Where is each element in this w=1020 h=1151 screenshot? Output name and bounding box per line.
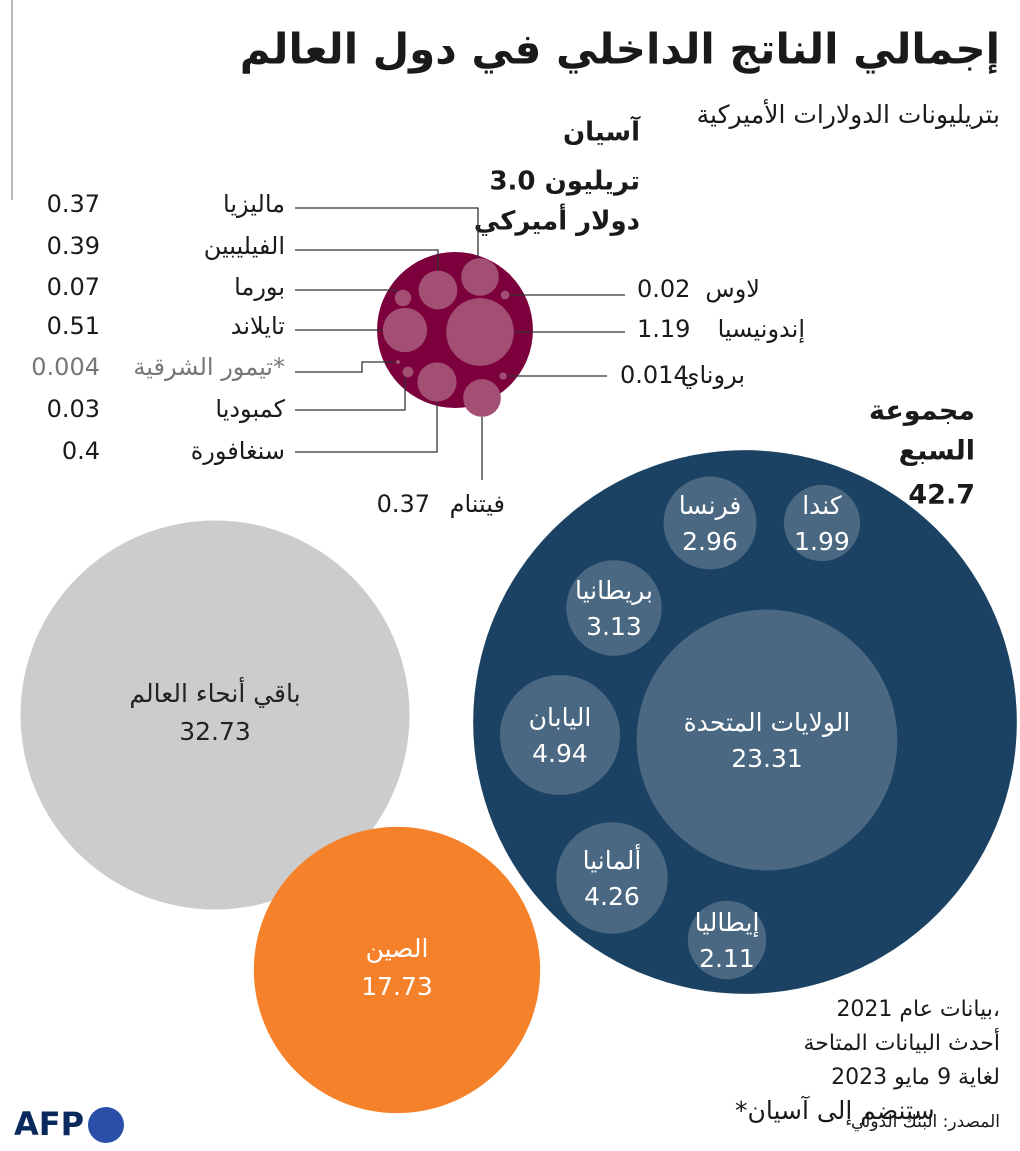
note: بيانات عام 2021، — [836, 997, 1000, 1022]
bubble-value: 0.4 — [62, 437, 100, 465]
bubble-value: 4.94 — [532, 739, 588, 768]
bubble — [783, 484, 861, 562]
bubble — [499, 674, 621, 796]
bubble-label: الولايات المتحدة — [684, 708, 851, 737]
leader-line — [295, 402, 438, 453]
bubble-value: 1.99 — [794, 527, 850, 556]
bubble — [687, 900, 767, 980]
bubble — [663, 476, 757, 570]
group-total: دولار أميركي — [474, 204, 640, 237]
bubble-label: باقي أنحاء العالم — [129, 676, 300, 709]
bubble-label: ألمانيا — [583, 843, 642, 875]
bubble-label: لاوس — [705, 275, 760, 303]
bubble — [382, 307, 428, 353]
logo-dot — [88, 1107, 124, 1143]
group-name: مجموعة — [869, 396, 975, 427]
bubble-label: تيمور الشرقية* — [133, 353, 285, 381]
bubble-label: كندا — [802, 491, 842, 520]
bubble-label: كمبوديا — [215, 395, 285, 423]
bubble-label: إيطاليا — [695, 908, 760, 938]
bubble — [20, 520, 410, 910]
bubble-label: ماليزيا — [223, 190, 285, 218]
bubble-value: 0.014 — [620, 361, 689, 389]
bubble — [253, 826, 541, 1114]
bubble — [556, 822, 668, 934]
bubble-label: الصين — [366, 934, 429, 963]
bubble-label: إندونيسيا — [718, 315, 805, 344]
bubble-label: فرنسا — [679, 491, 742, 520]
bubble-value: 0.02 — [637, 275, 690, 303]
bubble-value: 0.07 — [47, 273, 100, 301]
bubble-value: 1.19 — [637, 315, 690, 343]
leader-line — [295, 361, 396, 373]
bubble-value: 17.73 — [361, 972, 433, 1001]
bubble-label: اليابان — [529, 703, 592, 732]
bubble-value: 23.31 — [731, 744, 803, 773]
bubble — [446, 298, 514, 366]
bubble — [417, 362, 457, 402]
bubble-label: سنغافورة — [191, 437, 285, 465]
leader-line — [295, 207, 479, 258]
chart-subtitle: بتريليونات الدولارات الأميركية — [697, 98, 1000, 130]
bubble — [418, 270, 458, 310]
bubble-value: 0.51 — [47, 312, 100, 340]
bubble-value: 4.26 — [584, 882, 640, 911]
bubble — [394, 289, 412, 307]
logo: AFP — [14, 1105, 84, 1143]
bubble — [500, 290, 510, 300]
bubble — [396, 360, 400, 364]
bubble — [499, 372, 507, 380]
chart-title: إجمالي الناتج الداخلي في دول العالم — [240, 25, 1000, 75]
bubble — [566, 560, 662, 656]
bubble-value: 2.96 — [682, 527, 738, 556]
source: المصدر: البنك الدولي — [851, 1112, 1000, 1132]
bubble-label: بروناي — [681, 361, 745, 389]
bubble-label: فيتنام — [450, 490, 505, 518]
bubble-value: 2.11 — [699, 944, 755, 973]
note: لغاية 9 مايو 2023 — [831, 1065, 1000, 1090]
bubble-value: 0.37 — [47, 190, 100, 218]
bubble-label: الفيليبين — [204, 232, 285, 260]
bubble-value: 0.37 — [377, 490, 430, 518]
note: أحدث البيانات المتاحة — [803, 1028, 1000, 1056]
group-name: آسيان — [563, 116, 641, 148]
group-total: 3.0 تريليون — [489, 167, 640, 197]
bubble — [402, 366, 414, 378]
bubble-value: 3.13 — [586, 612, 642, 641]
bubble-label: بورما — [234, 273, 285, 301]
bubble-value: 32.73 — [179, 717, 251, 746]
bubble — [461, 258, 499, 296]
leader-line — [295, 377, 406, 411]
bubble-value: 0.004 — [31, 353, 100, 381]
bubble-label: تايلاند — [231, 312, 285, 340]
group-name: السبع — [899, 436, 975, 467]
leader-line — [295, 249, 439, 271]
bubble-label: بريطانيا — [575, 576, 653, 605]
bubble-value: 0.39 — [47, 232, 100, 260]
bubble — [463, 379, 501, 417]
group-total: 42.7 — [908, 480, 975, 511]
footnote: *ستنضم إلى آسيان — [735, 1095, 935, 1126]
bubble — [636, 609, 898, 871]
bubble-value: 0.03 — [47, 395, 100, 423]
